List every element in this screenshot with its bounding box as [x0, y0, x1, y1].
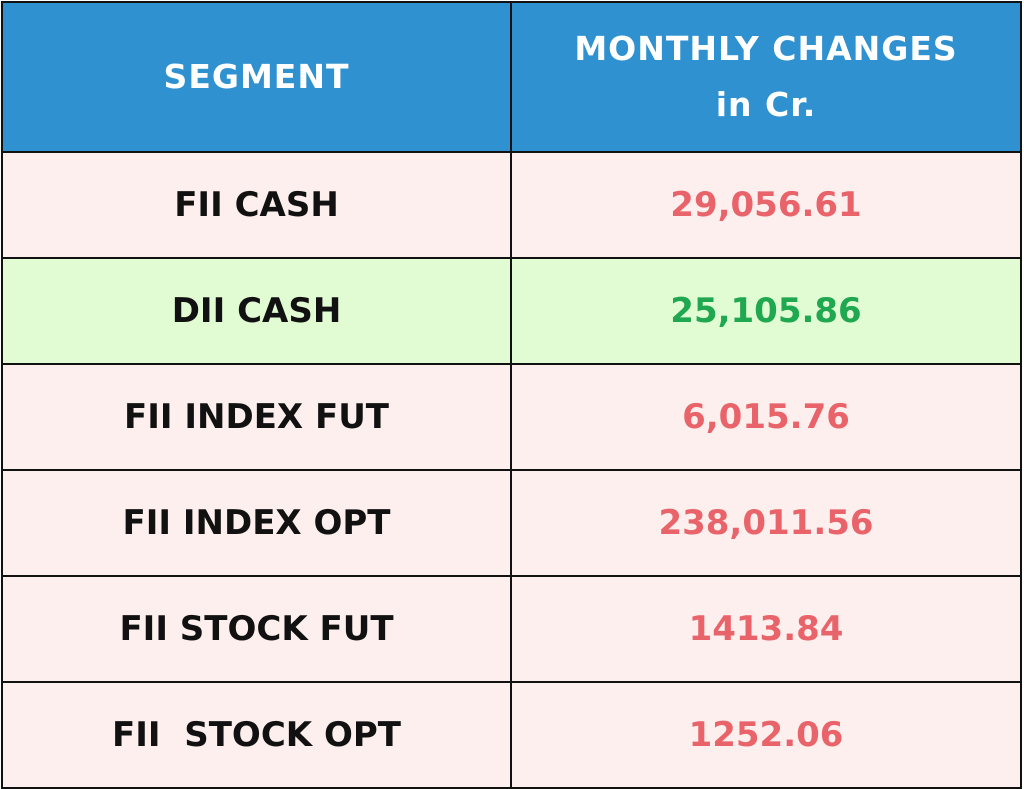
value-cell: 1252.06 [510, 681, 1022, 789]
segment-column-header: SEGMENT [1, 1, 512, 153]
value-cell: 1413.84 [510, 575, 1022, 683]
table-header-row: SEGMENT MONTHLY CHANGES in Cr. [1, 1, 1022, 153]
segment-cell: FII INDEX FUT [1, 363, 512, 471]
monthly-changes-column-header: MONTHLY CHANGES in Cr. [510, 1, 1022, 153]
value-cell: 6,015.76 [510, 363, 1022, 471]
segment-cell: FII STOCK OPT [1, 681, 512, 789]
table-row: DII CASH 25,105.86 [1, 257, 1022, 365]
table-row: FII INDEX FUT 6,015.76 [1, 363, 1022, 471]
monthly-changes-header-line2: in Cr. [715, 85, 817, 124]
monthly-changes-header-line1: MONTHLY CHANGES [574, 29, 958, 68]
value-cell: 25,105.86 [510, 257, 1022, 365]
table-row: FII STOCK OPT 1252.06 [1, 681, 1022, 789]
value-cell: 29,056.61 [510, 151, 1022, 259]
segment-cell: FII INDEX OPT [1, 469, 512, 577]
segment-cell: FII STOCK FUT [1, 575, 512, 683]
table-row: FII CASH 29,056.61 [1, 151, 1022, 259]
value-cell: 238,011.56 [510, 469, 1022, 577]
table-row: FII INDEX OPT 238,011.56 [1, 469, 1022, 577]
table-row: FII STOCK FUT 1413.84 [1, 575, 1022, 683]
segment-cell: DII CASH [1, 257, 512, 365]
segment-cell: FII CASH [1, 151, 512, 259]
